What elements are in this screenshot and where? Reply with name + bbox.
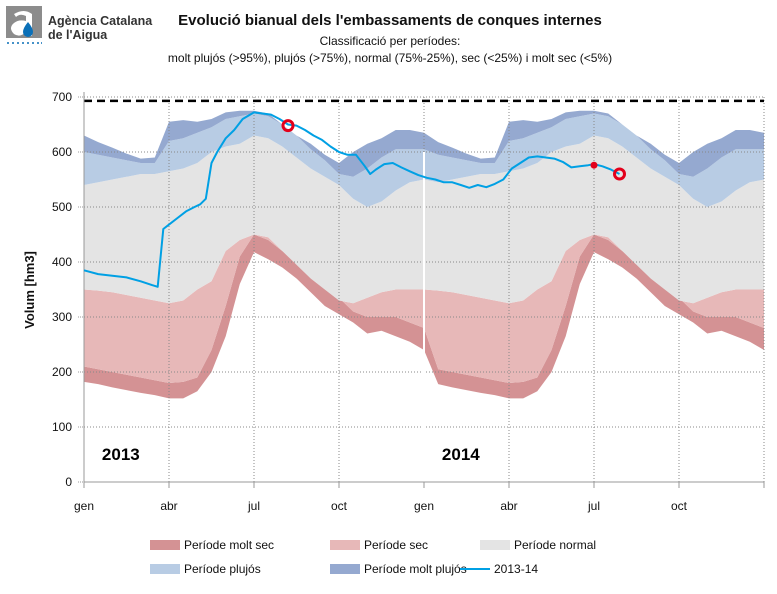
x-tick-label: jul (247, 499, 260, 513)
year-label: 2013 (102, 445, 140, 464)
org-line-2: de l'Aigua (48, 28, 108, 42)
y-axis-label: Volum [hm3] (22, 251, 37, 329)
y-tick-label: 300 (52, 310, 72, 324)
chart-legend: Període molt sec Període sec Període norma… (150, 538, 670, 588)
x-tick-label: gen (414, 499, 434, 513)
y-tick-label: 400 (52, 255, 72, 269)
org-line-1: Agència Catalana (48, 14, 153, 28)
highlight-ring-marker (281, 119, 295, 133)
legend-item: Període molt sec (150, 538, 274, 552)
x-tick-label: oct (671, 499, 688, 513)
highlight-dot-marker (590, 161, 598, 169)
legend-label: Període normal (514, 538, 597, 552)
y-tick-label: 600 (52, 145, 72, 159)
gridlines (84, 96, 765, 482)
year-label: 2014 (442, 445, 480, 464)
y-tick-label: 500 (52, 200, 72, 214)
tick-labels: 0 100 200 300 400 500 600 700 gen abr jul oct gen abr… (52, 90, 688, 513)
legend-label: Període molt plujós (364, 562, 467, 576)
legend-swatch (150, 540, 180, 550)
legend-swatch (330, 540, 360, 550)
legend-label: Període sec (364, 538, 429, 552)
highlight-ring-marker (613, 167, 626, 181)
band-molt-plujos (84, 110, 764, 177)
x-tick-label: gen (74, 499, 94, 513)
aca-logo-icon (6, 6, 43, 46)
organization-name: Agència Catalana de l'Aigua (48, 14, 152, 42)
legend-label: Període plujós (184, 562, 261, 576)
chart-title: Evolució bianual dels l'embassaments de … (178, 12, 602, 29)
legend-swatch (150, 564, 180, 574)
y-tick-label: 700 (52, 90, 72, 104)
y-tick-label: 100 (52, 420, 72, 434)
x-tick-label: abr (160, 499, 177, 513)
legend-label: Període molt sec (184, 538, 275, 552)
legend-label: 2013-14 (494, 562, 539, 576)
legend-swatch (330, 564, 360, 574)
chart-subtitle: Classificació per períodes: (319, 34, 461, 48)
legend-swatch (480, 540, 510, 550)
chart-subtitle-classification: molt plujós (>95%), plujós (>75%), norma… (167, 51, 613, 65)
x-tick-label: jul (587, 499, 600, 513)
legend-item: 2013-14 (460, 562, 538, 576)
legend-item: Període plujós (150, 562, 261, 576)
axes (78, 92, 765, 488)
band-molt-sec (84, 234, 764, 399)
legend-swatch (460, 568, 490, 570)
x-tick-label: oct (331, 499, 348, 513)
series-layer (83, 111, 626, 288)
y-tick-label: 0 (65, 475, 72, 489)
legend-item: Període molt plujós (330, 562, 467, 576)
legend-item: Període normal (480, 538, 596, 552)
legend-item: Període sec (330, 538, 428, 552)
x-tick-label: abr (500, 499, 517, 513)
series-line-2013-14 (83, 111, 620, 288)
y-tick-label: 200 (52, 365, 72, 379)
